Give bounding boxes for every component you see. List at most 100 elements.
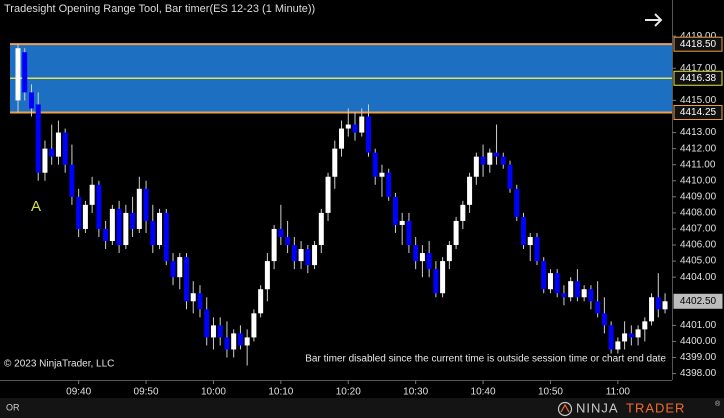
candle-body-down	[305, 249, 311, 266]
candle-body-down	[514, 188, 520, 217]
candle-body-down	[392, 196, 398, 225]
candle-body-down	[170, 261, 176, 278]
candle-body-up	[419, 253, 425, 262]
candle-body-down	[480, 156, 486, 165]
candle-body-down	[628, 333, 634, 338]
candle-body-down	[130, 212, 136, 229]
candle-body-down	[278, 228, 284, 237]
candle-body-down	[588, 289, 594, 302]
price-marker	[673, 36, 723, 52]
candle-body-up	[15, 48, 21, 101]
candle-body-down	[96, 184, 102, 229]
candle-body-down	[69, 164, 75, 197]
candle-body-up	[622, 333, 628, 342]
price-marker	[673, 70, 723, 86]
candle-body-down	[62, 132, 68, 165]
candle-body-up	[359, 116, 365, 133]
candle-body-up	[210, 325, 216, 338]
candle-body-up	[453, 220, 459, 246]
candle-body-down	[184, 257, 189, 302]
candle-body-down	[103, 228, 109, 242]
candle-body-up	[487, 152, 493, 165]
y-tick-label: 4407.00	[680, 224, 717, 235]
candle-body-down	[217, 325, 223, 338]
candle-body-up	[258, 289, 264, 314]
candle-body-down	[500, 156, 506, 165]
candle-body-down	[534, 236, 540, 262]
candle-body-up	[635, 329, 641, 338]
candle-body-up	[136, 188, 142, 229]
price-marker-label: 4416.38	[680, 73, 717, 84]
candle-body-up	[460, 204, 466, 221]
annotation: A	[31, 198, 41, 215]
logo-registered: ®	[715, 400, 721, 408]
candle-body-down	[224, 337, 230, 350]
copyright: © 2023 NinjaTrader, LLC	[4, 359, 114, 370]
price-marker-label: 4402.50	[680, 296, 717, 307]
candle-body-up	[339, 128, 345, 149]
candle-body-up	[157, 212, 163, 246]
navigate-arrow[interactable]	[645, 13, 663, 27]
candle-body-down	[49, 148, 55, 157]
y-tick-label: 4413.00	[680, 127, 717, 138]
candle-body-up	[264, 261, 270, 290]
candle-body-down	[237, 333, 243, 346]
candle-body-down	[601, 313, 607, 326]
candle-body-down	[197, 293, 203, 310]
x-tick-label: 09:50	[134, 387, 159, 398]
candle-body-down	[285, 236, 291, 246]
x-tick-label: 10:40	[471, 387, 496, 398]
candle-body-down	[554, 273, 560, 294]
candle-body-down	[541, 261, 547, 290]
candle-body-down	[608, 325, 614, 350]
x-tick-label: 09:40	[66, 387, 91, 398]
candle-body-up	[467, 176, 473, 205]
candle-body-up	[446, 245, 452, 262]
candle-body-up	[123, 212, 129, 246]
candle-body-down	[413, 245, 419, 262]
x-tick-label: 10:10	[268, 387, 293, 398]
y-tick-label: 4399.00	[680, 352, 717, 363]
candle-body-down	[116, 208, 122, 246]
candle-body-down	[372, 152, 378, 177]
candle-body-up	[244, 337, 250, 346]
candle-body-down	[386, 172, 392, 197]
candle-body-up	[312, 245, 318, 266]
candle-body-up	[82, 204, 88, 229]
y-tick-label: 4405.00	[680, 256, 717, 267]
candle-body-down	[204, 309, 210, 338]
tab-label[interactable]: OR	[6, 402, 20, 412]
candle-body-up	[568, 281, 574, 298]
candle-body-down	[35, 104, 41, 173]
candle-body-down	[433, 269, 439, 294]
y-tick-label: 4398.00	[680, 368, 717, 379]
candle-body-up	[325, 176, 331, 213]
candle-body-down	[22, 52, 28, 93]
candle-body-down	[494, 152, 500, 157]
y-tick-label: 4406.00	[680, 240, 717, 251]
y-tick-label: 4400.00	[680, 336, 717, 347]
bottom-strip	[0, 398, 724, 418]
candle-body-up	[345, 124, 351, 129]
x-tick-label: 10:30	[403, 387, 428, 398]
y-tick-label: 4409.00	[680, 191, 717, 202]
arrow-icon[interactable]	[645, 13, 663, 27]
y-tick-label: 4404.00	[680, 272, 717, 283]
candle-body-up	[89, 184, 95, 205]
y-tick-label: 4419.00	[680, 31, 717, 42]
y-tick-label: 4411.00	[680, 159, 716, 170]
candle-body-up	[271, 228, 277, 262]
x-tick-label: 10:50	[538, 387, 563, 398]
candle-body-up	[473, 156, 479, 177]
candle-body-down	[507, 164, 513, 189]
candle-body-down	[595, 301, 601, 314]
y-tick-label: 4415.00	[680, 95, 717, 106]
candle-body-up	[642, 321, 648, 330]
candle-body-up	[615, 341, 621, 350]
candle-body-down	[406, 220, 412, 246]
candle-body-up	[379, 172, 385, 177]
candle-body-up	[298, 249, 304, 262]
candle-body-down	[143, 188, 149, 221]
candle-body-up	[581, 289, 587, 298]
